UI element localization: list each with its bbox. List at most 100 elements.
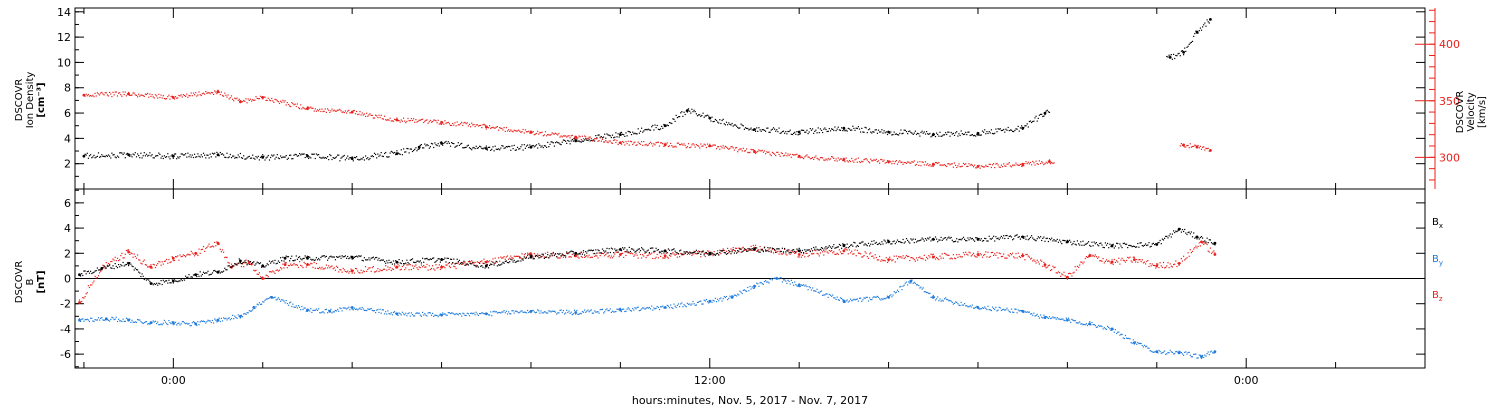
bx-dot	[310, 258, 312, 260]
density-dot	[143, 152, 145, 154]
by-dot	[744, 290, 747, 292]
velocity-dot	[189, 95, 191, 97]
velocity-dot	[721, 147, 723, 149]
velocity-dot	[132, 92, 134, 94]
velocity-dot	[912, 161, 914, 163]
by-dot	[831, 295, 833, 297]
bz-point	[663, 254, 667, 258]
field-tick-label: 0	[64, 273, 71, 286]
bz-dot	[145, 264, 148, 266]
density-dot	[780, 132, 782, 134]
velocity-dot	[115, 91, 117, 93]
velocity-dot	[645, 143, 647, 145]
velocity-dot	[882, 160, 884, 162]
by-dot	[527, 309, 529, 312]
velocity-dot	[681, 143, 683, 145]
velocity-dot	[1006, 163, 1008, 165]
density-dot	[662, 127, 664, 129]
density-dot	[633, 133, 635, 135]
by-dot	[681, 302, 683, 304]
density-tick-label: 4	[64, 132, 71, 145]
density-dot	[936, 132, 938, 134]
by-dot	[224, 318, 226, 320]
bz-dot	[1093, 255, 1095, 257]
by-dot	[240, 314, 243, 316]
by-dot	[258, 302, 260, 304]
by-dot	[673, 303, 675, 305]
density-dot	[987, 132, 989, 135]
by-dot	[652, 309, 654, 311]
bx-dot	[810, 248, 813, 250]
velocity-dot	[655, 142, 657, 144]
by-dot	[386, 313, 388, 315]
velocity-dot	[725, 146, 728, 148]
density-dot	[569, 143, 571, 145]
velocity-dot	[278, 102, 281, 104]
density-dot	[486, 149, 488, 151]
by-dot	[642, 307, 644, 309]
velocity-dot	[965, 163, 967, 165]
density-dot	[995, 128, 997, 130]
bx-dot	[581, 253, 583, 255]
velocity-dot	[1183, 145, 1185, 147]
bx-dot	[794, 250, 796, 253]
bx-dot	[84, 270, 86, 272]
by-dot	[879, 298, 881, 300]
velocity-point	[753, 150, 756, 154]
bz-dot	[1116, 260, 1118, 262]
velocity-dot	[813, 158, 815, 160]
bx-dot	[238, 258, 240, 260]
bx-dot	[1014, 235, 1016, 237]
bx-dot	[728, 250, 730, 252]
bx-dot	[375, 257, 377, 259]
velocity-dot	[886, 160, 889, 162]
density-dot	[902, 132, 904, 134]
by-dot	[1026, 311, 1028, 313]
velocity-dot	[97, 93, 100, 95]
density-dot	[645, 128, 647, 131]
by-dot	[1116, 332, 1118, 335]
by-dot	[522, 311, 524, 313]
velocity-dot	[845, 157, 847, 159]
density-dot	[1170, 54, 1172, 56]
velocity-dot	[866, 159, 868, 161]
by-dot	[1202, 354, 1204, 357]
bz-dot	[794, 252, 796, 254]
velocity-dot	[710, 145, 712, 147]
bx-dot	[554, 253, 557, 255]
bz-dot	[914, 260, 916, 262]
density-tick-label: 12	[57, 31, 71, 44]
bz-dot	[559, 257, 561, 259]
by-dot	[682, 306, 684, 308]
density-dot	[747, 127, 749, 130]
by-dot	[975, 306, 977, 308]
density-dot	[833, 129, 835, 132]
by-dot	[226, 319, 228, 321]
velocity-dot	[604, 141, 606, 143]
by-dot	[119, 320, 121, 322]
by-dot	[628, 308, 630, 310]
by-dot	[314, 309, 316, 311]
by-dot	[1205, 355, 1207, 357]
velocity-dot	[795, 154, 797, 156]
bz-dot	[505, 256, 507, 258]
density-dot	[282, 156, 284, 158]
bz-dot	[323, 268, 325, 270]
bz-dot	[861, 256, 863, 258]
bz-dot	[922, 258, 924, 260]
bx-dot	[877, 243, 880, 245]
velocity-dot	[437, 119, 439, 121]
velocity-tick-label: 350	[1439, 95, 1460, 108]
by-dot	[1207, 351, 1209, 353]
by-dot	[139, 319, 141, 321]
velocity-dot	[454, 122, 456, 124]
by-dot	[785, 280, 787, 282]
density-dot	[682, 115, 684, 117]
density-dot	[464, 146, 466, 149]
bx-dot	[588, 249, 590, 251]
velocity-dot	[295, 105, 297, 108]
density-dot	[1031, 121, 1033, 124]
velocity-dot	[578, 135, 580, 137]
density-dot	[643, 130, 645, 132]
bz-dot	[920, 257, 922, 260]
